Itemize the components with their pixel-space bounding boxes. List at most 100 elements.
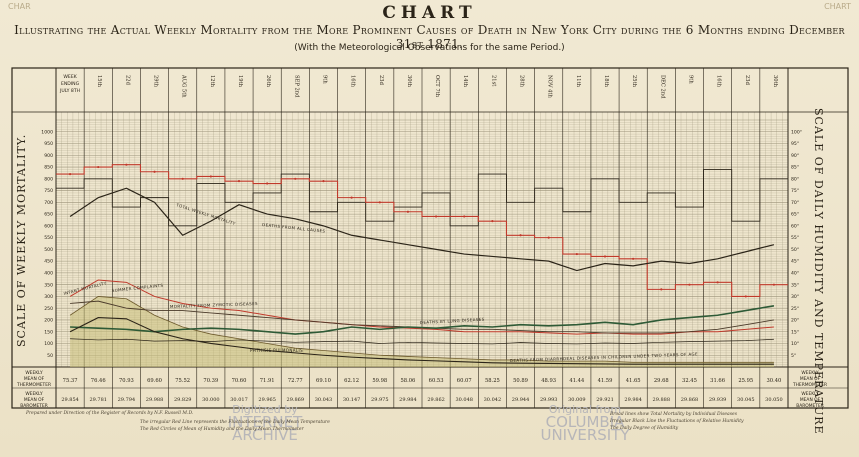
week-label: 29th — [153, 75, 159, 88]
left-scale-tick: 800 — [44, 176, 53, 182]
week-label: 30th — [406, 75, 412, 88]
temperature-point — [378, 201, 381, 204]
temperature-point — [491, 220, 494, 223]
phthisis-line — [70, 338, 774, 345]
watermark-left-line1: Digitized by — [232, 403, 298, 416]
temperature-point — [153, 170, 156, 173]
temperature-point — [350, 196, 353, 199]
footnote-right-3: The Daily Degree of Humidity — [610, 426, 679, 431]
corner-mark-right: CHART — [824, 2, 851, 11]
week-label: 12th — [209, 75, 215, 88]
left-scale-tick: 1000 — [41, 129, 53, 135]
thermometer-mean-cell: 72.77 — [288, 378, 303, 384]
thermometer-mean-cell: 59.98 — [372, 378, 387, 384]
thermometer-mean-cell: 70.39 — [203, 378, 218, 384]
lung-diseases-line — [70, 305, 775, 335]
barometer-mean-cell: 29.993 — [540, 397, 558, 403]
annotation-all-causes: DEATHS FROM ALL CAUSES — [262, 222, 326, 234]
temperature-point — [716, 281, 719, 284]
left-scale-tick: 400 — [44, 271, 53, 277]
left-scale-tick: 500 — [44, 247, 53, 253]
thermometer-mean-cell: 58.06 — [400, 378, 415, 384]
thermometer-mean-cell: 76.46 — [91, 378, 106, 384]
barometer-mean-cell: 29.888 — [653, 397, 671, 403]
barometer-mean-cell: 29.975 — [371, 397, 389, 403]
footnote-right-1: Broad lines show Total Mortality by Indi… — [610, 412, 738, 417]
thermometer-mean-cell: 60.07 — [457, 378, 472, 384]
thermometer-mean-cell: 31.66 — [710, 378, 725, 384]
left-scale-tick: 900 — [44, 153, 53, 159]
left-scale-tick: 300 — [44, 294, 53, 300]
week-label: AUG 5th — [181, 74, 187, 98]
week-label: 19th — [237, 75, 243, 88]
watermark-right: Original from COLUMBIA UNIVERSITY — [500, 403, 670, 444]
outer-frame — [11, 67, 849, 409]
left-scale-tick: 50 — [47, 353, 53, 359]
barometer-mean-cell: 29.862 — [427, 397, 445, 403]
thermometer-mean-cell: 58.25 — [485, 378, 500, 384]
week-label: 23d — [378, 75, 384, 86]
annotation-infant: INFANT MORTALITY — [63, 280, 107, 296]
infant-mortality-line — [69, 279, 774, 335]
annotation-zymotic: MORTALITY FROM ZYMOTIC DISEASES — [170, 301, 258, 309]
left-scale-tick: 100 — [44, 341, 53, 347]
corner-mark-left: CHAR — [8, 2, 31, 11]
thermometer-mean-cell: 32.45 — [682, 378, 697, 384]
summer-complaints-area — [70, 296, 774, 367]
barometer-mean-cell: 29.965 — [258, 397, 276, 403]
left-scale-tick: 550 — [44, 235, 53, 241]
total-mortality-line — [69, 187, 775, 272]
annotation-lung: DEATHS BY LUNG DISEASES — [420, 317, 485, 325]
summer-complaints-line — [69, 296, 774, 363]
barometer-row-label-left: WEEKLY MEAN OF BAROMETER — [20, 391, 48, 409]
chart-subtitle: Illustrating the Actual Weekly Mortality… — [14, 23, 845, 51]
annotation-summer: SUMMER COMPLAINTS — [112, 283, 164, 293]
barometer-mean-cell: 30.147 — [343, 397, 361, 403]
right-scale-tick: 15° — [791, 329, 799, 335]
week-label: 26th — [265, 75, 271, 88]
temperature-point — [68, 173, 72, 176]
barometer-mean-cell: 30.043 — [315, 397, 333, 403]
temperature-point — [519, 234, 522, 237]
barometer-mean-cell: 30.017 — [230, 397, 248, 403]
week-label: 14th — [462, 75, 468, 88]
temperature-point — [181, 177, 184, 180]
left-scale-tick: 250 — [44, 306, 53, 312]
barometer-mean-cell: 29.869 — [287, 397, 305, 403]
week-label: 23d — [744, 75, 750, 86]
temperature-point — [744, 295, 747, 298]
thermometer-mean-cell: 71.91 — [260, 378, 275, 384]
barometer-mean-cell: 29.921 — [596, 397, 614, 403]
barometer-mean-cell: 30.042 — [484, 397, 502, 403]
week-header-first: WEEK ENDING JULY 8TH — [59, 74, 80, 94]
temperature-point — [322, 180, 325, 183]
left-scale-tick: 850 — [44, 165, 53, 171]
watermark-left: Digitized by INTERNET ARCHIVE — [200, 403, 330, 443]
temperature-point — [463, 215, 466, 218]
temperature-point — [547, 236, 550, 239]
thermometer-mean-cell: 62.12 — [344, 378, 359, 384]
temperature-point — [406, 210, 410, 213]
left-scale-tick: 450 — [44, 259, 53, 265]
week-label: 16th — [716, 75, 722, 88]
footnote-left-1: Prepared under Direction of the Register… — [26, 411, 194, 416]
week-label: 9th — [687, 75, 693, 84]
barometer-mean-cell: 29.984 — [399, 397, 417, 403]
right-scale-tick: 85° — [791, 165, 799, 171]
left-scale-tick: 650 — [44, 212, 53, 218]
thermometer-mean-cell: 70.60 — [232, 378, 247, 384]
week-label: 21st — [490, 75, 496, 87]
barometer-mean-cell: 30.000 — [202, 397, 220, 403]
chart-note: (With the Meteorological Observations fo… — [294, 43, 565, 53]
week-label: 18th — [603, 75, 609, 88]
left-scale-tick: 600 — [44, 223, 53, 229]
barometer-mean-cell: 29.939 — [709, 397, 727, 403]
thermometer-mean-cell: 69.60 — [147, 378, 162, 384]
thermometer-row-label-right: WEEKLY MEAN OF THERMOMETER — [792, 370, 827, 388]
watermark-right-line2: COLUMBIA UNIVERSITY — [540, 413, 630, 444]
barometer-mean-cell: 30.009 — [568, 397, 586, 403]
right-scale-tick: 45° — [791, 259, 799, 265]
right-scale-tick: 100° — [791, 129, 802, 135]
right-scale-tick: 5° — [791, 353, 796, 359]
annotation-phthisis: PHTHISIS PULMONALIS — [250, 348, 303, 353]
